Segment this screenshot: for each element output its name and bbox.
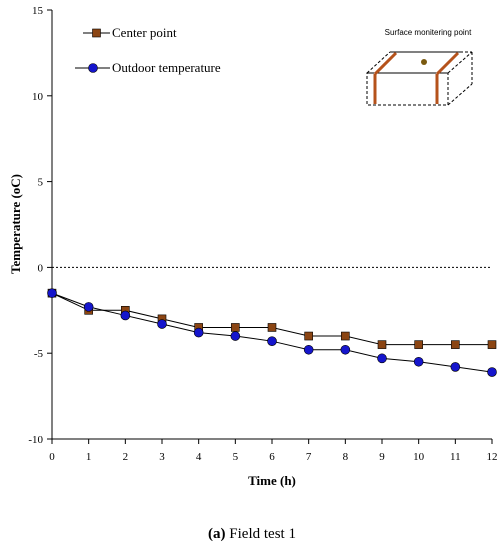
x-tick-label: 5: [233, 451, 239, 463]
series-line-outdoor-temperature: [51, 292, 493, 373]
x-tick-label: 9: [379, 451, 385, 463]
data-point-center-point: [487, 340, 497, 349]
caption-label: (a): [208, 526, 226, 542]
legend: Center point Outdoor temperature: [75, 25, 221, 75]
x-tick-label: 0: [49, 451, 55, 463]
data-point-center-point: [231, 323, 240, 332]
inset-box-edge-bottom: [447, 83, 473, 106]
inset-strip-left-top: [373, 51, 398, 76]
data-point-outdoor-temperature: [450, 362, 461, 372]
data-point-outdoor-temperature: [340, 344, 351, 355]
y-tick-label: 0: [38, 262, 44, 274]
legend-label-center-point: Center point: [112, 25, 177, 40]
data-point-outdoor-temperature: [487, 367, 497, 377]
x-tick-label: 8: [343, 451, 349, 463]
legend-marker-center-point: [92, 28, 101, 38]
figure-caption: (a) Field test 1: [0, 526, 504, 543]
x-tick-label: 4: [196, 451, 202, 463]
inset-strip-right-top: [435, 51, 460, 76]
data-point-center-point: [267, 323, 277, 332]
x-tick-label: 7: [306, 451, 312, 463]
x-tick-label: 3: [159, 451, 165, 463]
y-tick-label: 15: [32, 5, 44, 17]
legend-label-outdoor: Outdoor temperature: [112, 60, 221, 75]
y-tick-label: -5: [34, 348, 44, 360]
data-point-center-point: [451, 340, 460, 349]
data-point-outdoor-temperature: [377, 353, 387, 364]
x-tick-label: 1: [86, 451, 92, 463]
data-point-outdoor-temperature: [120, 310, 131, 321]
x-axis-title: Time (h): [248, 473, 296, 488]
x-tick-label: 2: [123, 451, 129, 463]
data-point-outdoor-temperature: [83, 302, 94, 312]
data-point-outdoor-temperature: [157, 319, 167, 329]
inset-box-edge-right: [447, 51, 473, 74]
inset-box-edge-left: [366, 51, 391, 74]
data-point-center-point: [304, 331, 313, 341]
y-tick-label: 10: [32, 91, 44, 103]
x-tick-label: 6: [269, 451, 275, 463]
y-axis-title: Temperature (oC): [8, 174, 23, 274]
inset-label: Surface monitering point: [385, 28, 472, 37]
x-tick-label: 11: [450, 451, 461, 463]
x-tick-label: 12: [487, 451, 498, 463]
y-tick-label: -10: [28, 434, 43, 446]
data-point-center-point: [377, 340, 387, 349]
data-point-outdoor-temperature: [267, 336, 277, 346]
x-tick-label: 10: [413, 451, 425, 463]
legend-marker-outdoor: [88, 63, 98, 73]
data-point-center-point: [414, 340, 423, 349]
caption-text: Field test 1: [225, 526, 296, 542]
series-layer: [47, 288, 497, 377]
data-point-outdoor-temperature: [47, 288, 57, 298]
data-point-center-point: [341, 331, 350, 341]
inset-monitoring-point: [421, 59, 427, 65]
inset-schematic: Surface monitering point: [366, 28, 473, 106]
data-point-outdoor-temperature: [193, 327, 204, 338]
data-point-outdoor-temperature: [230, 331, 241, 341]
data-point-outdoor-temperature: [303, 344, 314, 355]
y-tick-label: 5: [38, 177, 44, 189]
data-point-outdoor-temperature: [413, 356, 424, 367]
